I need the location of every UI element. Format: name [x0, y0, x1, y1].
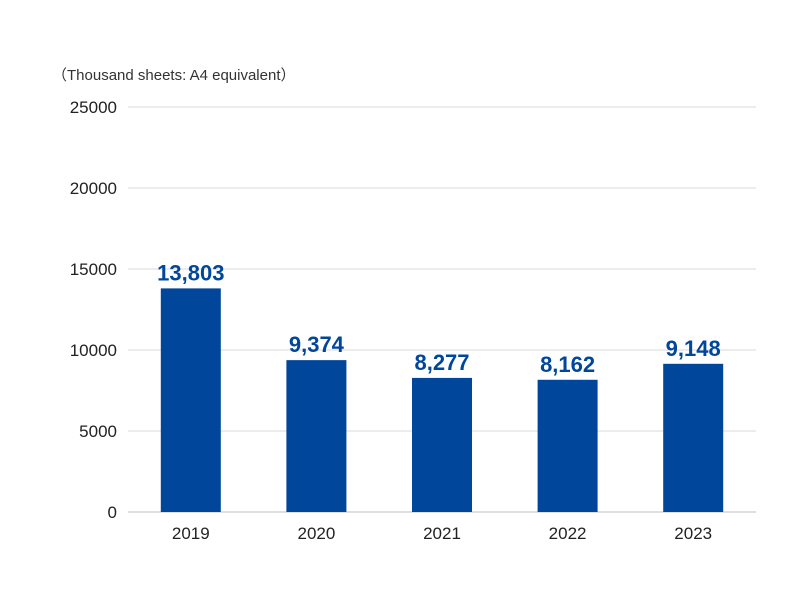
data-label: 13,803: [157, 260, 224, 285]
y-tick-label: 15000: [70, 260, 117, 279]
data-labels: 13,803 9,374 8,277 8,162 9,148: [157, 260, 721, 376]
y-axis: 0 5000 10000 15000 20000 25000: [70, 98, 117, 522]
data-label: 8,277: [414, 350, 469, 375]
bar: [160, 288, 221, 512]
y-tick-label: 25000: [70, 98, 117, 117]
x-tick-label: 2019: [172, 524, 210, 543]
bar: [537, 379, 598, 512]
bar: [663, 363, 724, 512]
y-tick-label: 10000: [70, 341, 117, 360]
y-tick-label: 20000: [70, 179, 117, 198]
data-label: 9,148: [666, 336, 721, 361]
bars: [160, 288, 724, 512]
y-tick-label: 5000: [79, 422, 117, 441]
x-tick-label: 2023: [674, 524, 712, 543]
x-axis: 2019 2020 2021 2022 2023: [172, 524, 712, 543]
y-tick-label: 0: [108, 503, 117, 522]
unit-label: （Thousand sheets: A4 equivalent）: [52, 67, 296, 84]
data-label: 9,374: [289, 332, 345, 357]
bar: [286, 360, 347, 512]
x-tick-label: 2020: [297, 524, 335, 543]
bar: [412, 377, 472, 512]
data-label: 8,162: [540, 352, 595, 377]
x-tick-label: 2022: [549, 524, 587, 543]
x-tick-label: 2021: [423, 524, 461, 543]
